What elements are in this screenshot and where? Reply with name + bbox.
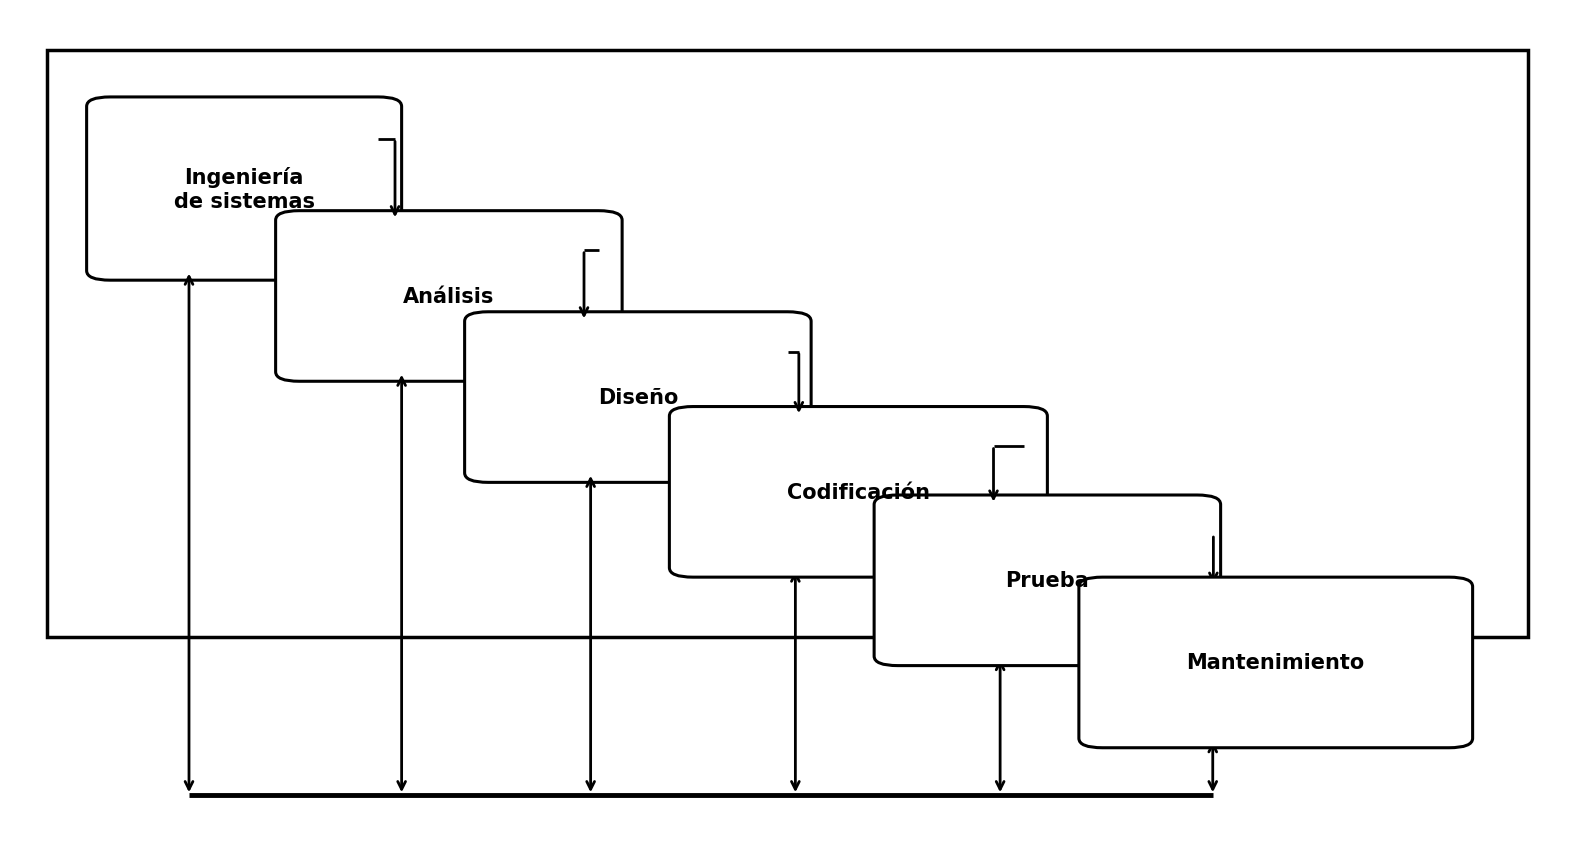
Text: Codificación: Codificación bbox=[788, 482, 929, 503]
Text: Análisis: Análisis bbox=[403, 286, 495, 307]
FancyBboxPatch shape bbox=[669, 407, 1047, 578]
FancyBboxPatch shape bbox=[874, 495, 1221, 665]
Text: Prueba: Prueba bbox=[1005, 571, 1090, 590]
FancyBboxPatch shape bbox=[87, 98, 402, 281]
FancyBboxPatch shape bbox=[276, 211, 622, 382]
Text: Mantenimiento: Mantenimiento bbox=[1186, 653, 1366, 673]
FancyBboxPatch shape bbox=[465, 313, 811, 483]
Text: Ingeniería
de sistemas: Ingeniería de sistemas bbox=[173, 167, 315, 211]
FancyBboxPatch shape bbox=[1079, 578, 1473, 748]
Text: Diseño: Diseño bbox=[597, 388, 679, 407]
